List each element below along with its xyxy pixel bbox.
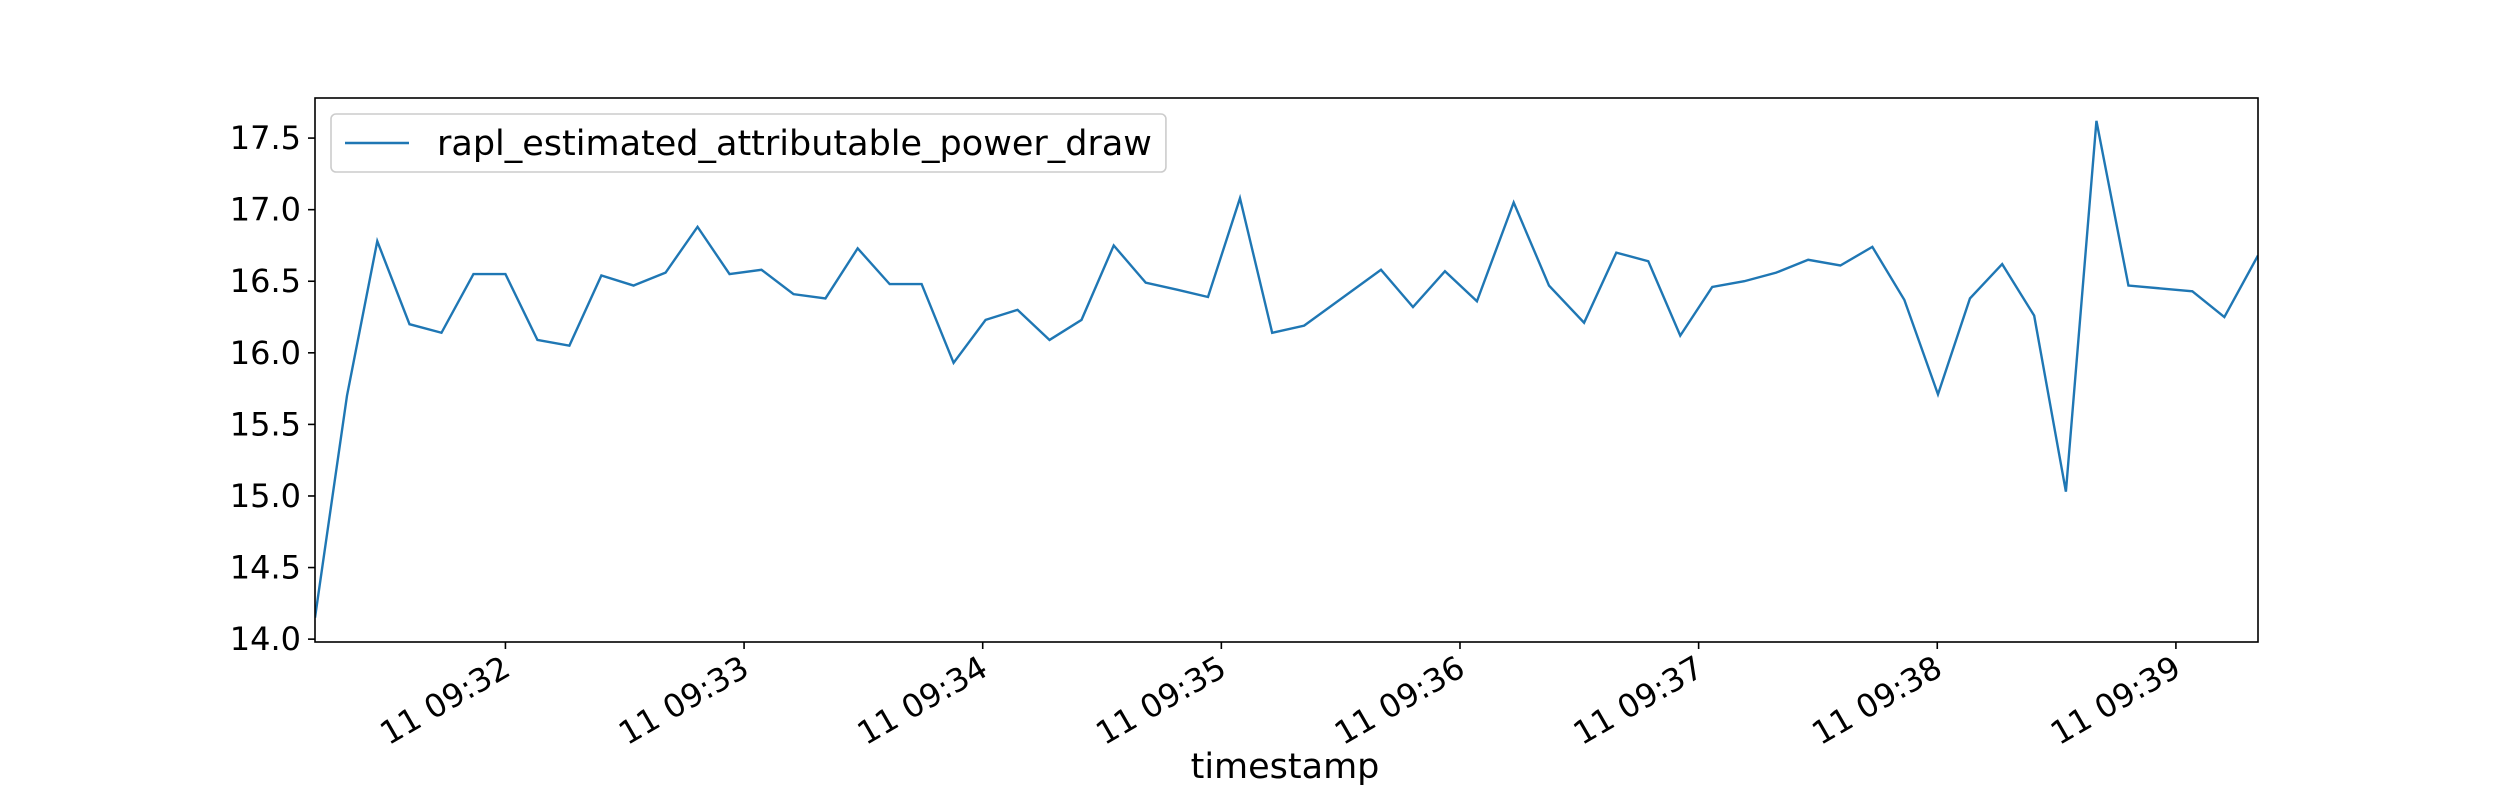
legend-label: rapl_estimated_attributable_power_draw [437,124,1152,164]
y-tick-label: 16.0 [230,334,301,372]
y-tick-label: 16.5 [230,262,301,300]
y-tick-label: 15.5 [230,405,301,443]
x-axis-label: timestamp [1191,747,1380,787]
y-tick-label: 14.0 [230,620,301,658]
legend: rapl_estimated_attributable_power_draw [330,113,1167,173]
x-tick-label: 11 09:34 [851,648,994,752]
x-tick-label: 11 09:37 [1567,648,1710,752]
x-tick-label: 11 09:33 [612,648,755,752]
data-line [315,120,2258,618]
x-tick-label: 11 09:32 [373,648,516,752]
x-tick-label: 11 09:38 [1805,648,1948,752]
y-tick-label: 17.0 [230,191,301,229]
legend-box [330,113,1167,173]
x-tick-label: 11 09:36 [1328,648,1471,752]
x-tick-label: 11 09:39 [2044,648,2187,752]
y-tick-label: 14.5 [230,549,301,587]
plot-frame [314,97,2259,643]
y-tick-label: 17.5 [230,119,301,157]
x-tick-label: 11 09:35 [1089,648,1232,752]
y-tick-label: 15.0 [230,477,301,515]
